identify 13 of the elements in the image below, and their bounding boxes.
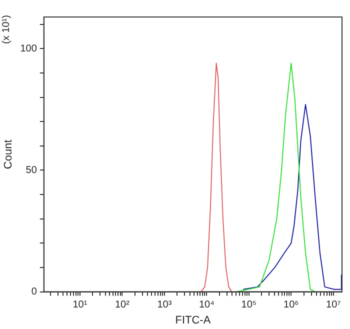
y-tick-label: 100 [20,43,38,54]
text: (x 10¹) [0,15,12,44]
x-axis-title: FITC-A [175,314,212,326]
x-tick-label: 10¹ [72,300,88,311]
x-tick-label: 10⁷ [326,300,342,311]
x-tick-label: 10⁵ [241,300,257,311]
y-axis-title: Count [2,140,15,170]
x-tick-label: 10⁴ [198,300,214,311]
x-tick-label: 10³ [157,300,172,311]
x-tick-label: 10⁶ [284,300,299,311]
y-tick-label: 50 [26,164,38,176]
y-tick-label: 0 [31,286,38,298]
x-tick-label: 10² [114,300,130,311]
